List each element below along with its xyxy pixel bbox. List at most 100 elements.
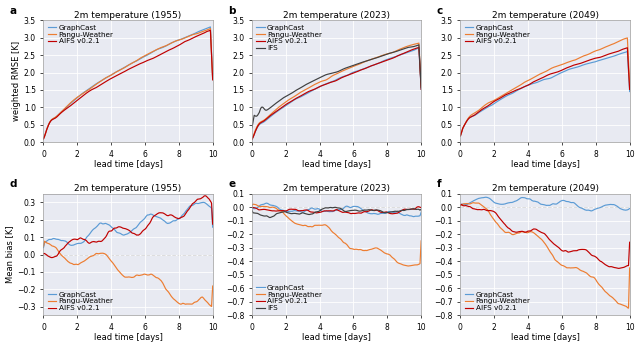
Pangu-Weather <box>40 135 48 140</box>
Pangu-Weather <box>626 82 634 86</box>
AIFS v0.2.1 <box>249 136 257 141</box>
Pangu-Weather <box>40 244 47 248</box>
Pangu-Weather <box>401 45 409 49</box>
Pangu-Weather <box>140 272 148 276</box>
Line: Pangu-Weather: Pangu-Weather <box>460 203 630 308</box>
AIFS v0.2.1 <box>415 205 422 209</box>
AIFS v0.2.1 <box>388 212 396 216</box>
Title: 2m temperature (1955): 2m temperature (1955) <box>74 184 182 193</box>
AIFS v0.2.1 <box>183 210 191 214</box>
Title: 2m temperature (1955): 2m temperature (1955) <box>74 11 182 19</box>
AIFS v0.2.1 <box>202 194 209 198</box>
GraphCast <box>40 243 48 247</box>
Pangu-Weather <box>41 239 49 243</box>
AIFS v0.2.1 <box>351 211 359 215</box>
IFS <box>353 208 360 212</box>
Pangu-Weather <box>456 204 464 208</box>
X-axis label: lead time [days]: lead time [days] <box>93 160 163 169</box>
Legend: GraphCast, Pangu-Weather, AIFS v0.2.1: GraphCast, Pangu-Weather, AIFS v0.2.1 <box>47 24 115 45</box>
GraphCast <box>349 204 357 208</box>
Pangu-Weather <box>351 63 359 68</box>
X-axis label: lead time [days]: lead time [days] <box>302 333 371 342</box>
Pangu-Weather <box>140 54 148 58</box>
GraphCast <box>351 69 359 73</box>
Pangu-Weather <box>600 287 607 292</box>
Pangu-Weather <box>209 77 216 81</box>
Pangu-Weather <box>349 64 356 69</box>
AIFS v0.2.1 <box>611 266 618 270</box>
AIFS v0.2.1 <box>560 67 568 71</box>
Pangu-Weather <box>141 272 148 276</box>
GraphCast <box>557 199 565 203</box>
Pangu-Weather <box>456 134 464 138</box>
Text: d: d <box>10 179 17 189</box>
AIFS v0.2.1 <box>40 135 48 140</box>
AIFS v0.2.1 <box>401 50 409 55</box>
IFS <box>401 46 409 50</box>
GraphCast <box>417 87 425 92</box>
IFS <box>390 50 398 54</box>
AIFS v0.2.1 <box>351 70 359 74</box>
GraphCast <box>457 203 465 207</box>
Pangu-Weather <box>623 36 631 40</box>
Pangu-Weather <box>561 264 568 268</box>
Pangu-Weather <box>557 263 565 267</box>
Legend: GraphCast, Pangu-Weather, AIFS v0.2.1: GraphCast, Pangu-Weather, AIFS v0.2.1 <box>464 291 531 312</box>
GraphCast <box>560 70 568 74</box>
Line: Pangu-Weather: Pangu-Weather <box>460 38 630 136</box>
Pangu-Weather <box>404 264 412 268</box>
Legend: GraphCast, Pangu-Weather, AIFS v0.2.1, IFS: GraphCast, Pangu-Weather, AIFS v0.2.1, I… <box>255 24 323 52</box>
GraphCast <box>410 215 418 219</box>
Pangu-Weather <box>417 239 425 243</box>
Pangu-Weather <box>560 62 568 66</box>
GraphCast <box>140 55 147 59</box>
GraphCast <box>417 210 425 214</box>
Title: 2m temperature (2023): 2m temperature (2023) <box>283 11 390 19</box>
Pangu-Weather <box>349 247 356 251</box>
GraphCast <box>391 210 399 214</box>
GraphCast <box>40 246 47 250</box>
Pangu-Weather <box>182 35 190 40</box>
IFS <box>248 126 256 130</box>
Line: GraphCast: GraphCast <box>460 197 630 211</box>
GraphCast <box>626 89 634 94</box>
GraphCast <box>263 201 271 205</box>
IFS <box>348 64 356 68</box>
AIFS v0.2.1 <box>141 227 148 231</box>
Pangu-Weather <box>610 42 618 46</box>
Line: Pangu-Weather: Pangu-Weather <box>252 204 421 266</box>
Pangu-Weather <box>626 266 634 270</box>
GraphCast <box>140 218 147 222</box>
AIFS v0.2.1 <box>458 202 465 206</box>
IFS <box>349 208 357 212</box>
AIFS v0.2.1 <box>417 87 425 92</box>
GraphCast <box>248 206 256 210</box>
GraphCast <box>558 199 566 203</box>
AIFS v0.2.1 <box>248 137 256 142</box>
AIFS v0.2.1 <box>248 205 256 209</box>
AIFS v0.2.1 <box>182 39 190 43</box>
Pangu-Weather <box>40 242 48 246</box>
Pangu-Weather <box>558 263 566 267</box>
Pangu-Weather <box>144 273 152 277</box>
Pangu-Weather <box>348 65 356 69</box>
Pangu-Weather <box>208 304 216 309</box>
Text: f: f <box>436 179 442 189</box>
GraphCast <box>40 137 47 141</box>
GraphCast <box>561 199 568 203</box>
GraphCast <box>599 57 607 62</box>
GraphCast <box>611 203 619 207</box>
AIFS v0.2.1 <box>402 207 410 211</box>
IFS <box>332 205 339 209</box>
AIFS v0.2.1 <box>599 54 607 58</box>
IFS <box>392 209 399 213</box>
AIFS v0.2.1 <box>415 46 423 50</box>
AIFS v0.2.1 <box>557 248 565 252</box>
AIFS v0.2.1 <box>456 134 464 138</box>
Line: Pangu-Weather: Pangu-Weather <box>252 43 421 139</box>
AIFS v0.2.1 <box>610 50 618 55</box>
GraphCast <box>40 135 48 140</box>
IFS <box>248 208 256 213</box>
GraphCast <box>401 51 409 55</box>
GraphCast <box>249 206 257 210</box>
